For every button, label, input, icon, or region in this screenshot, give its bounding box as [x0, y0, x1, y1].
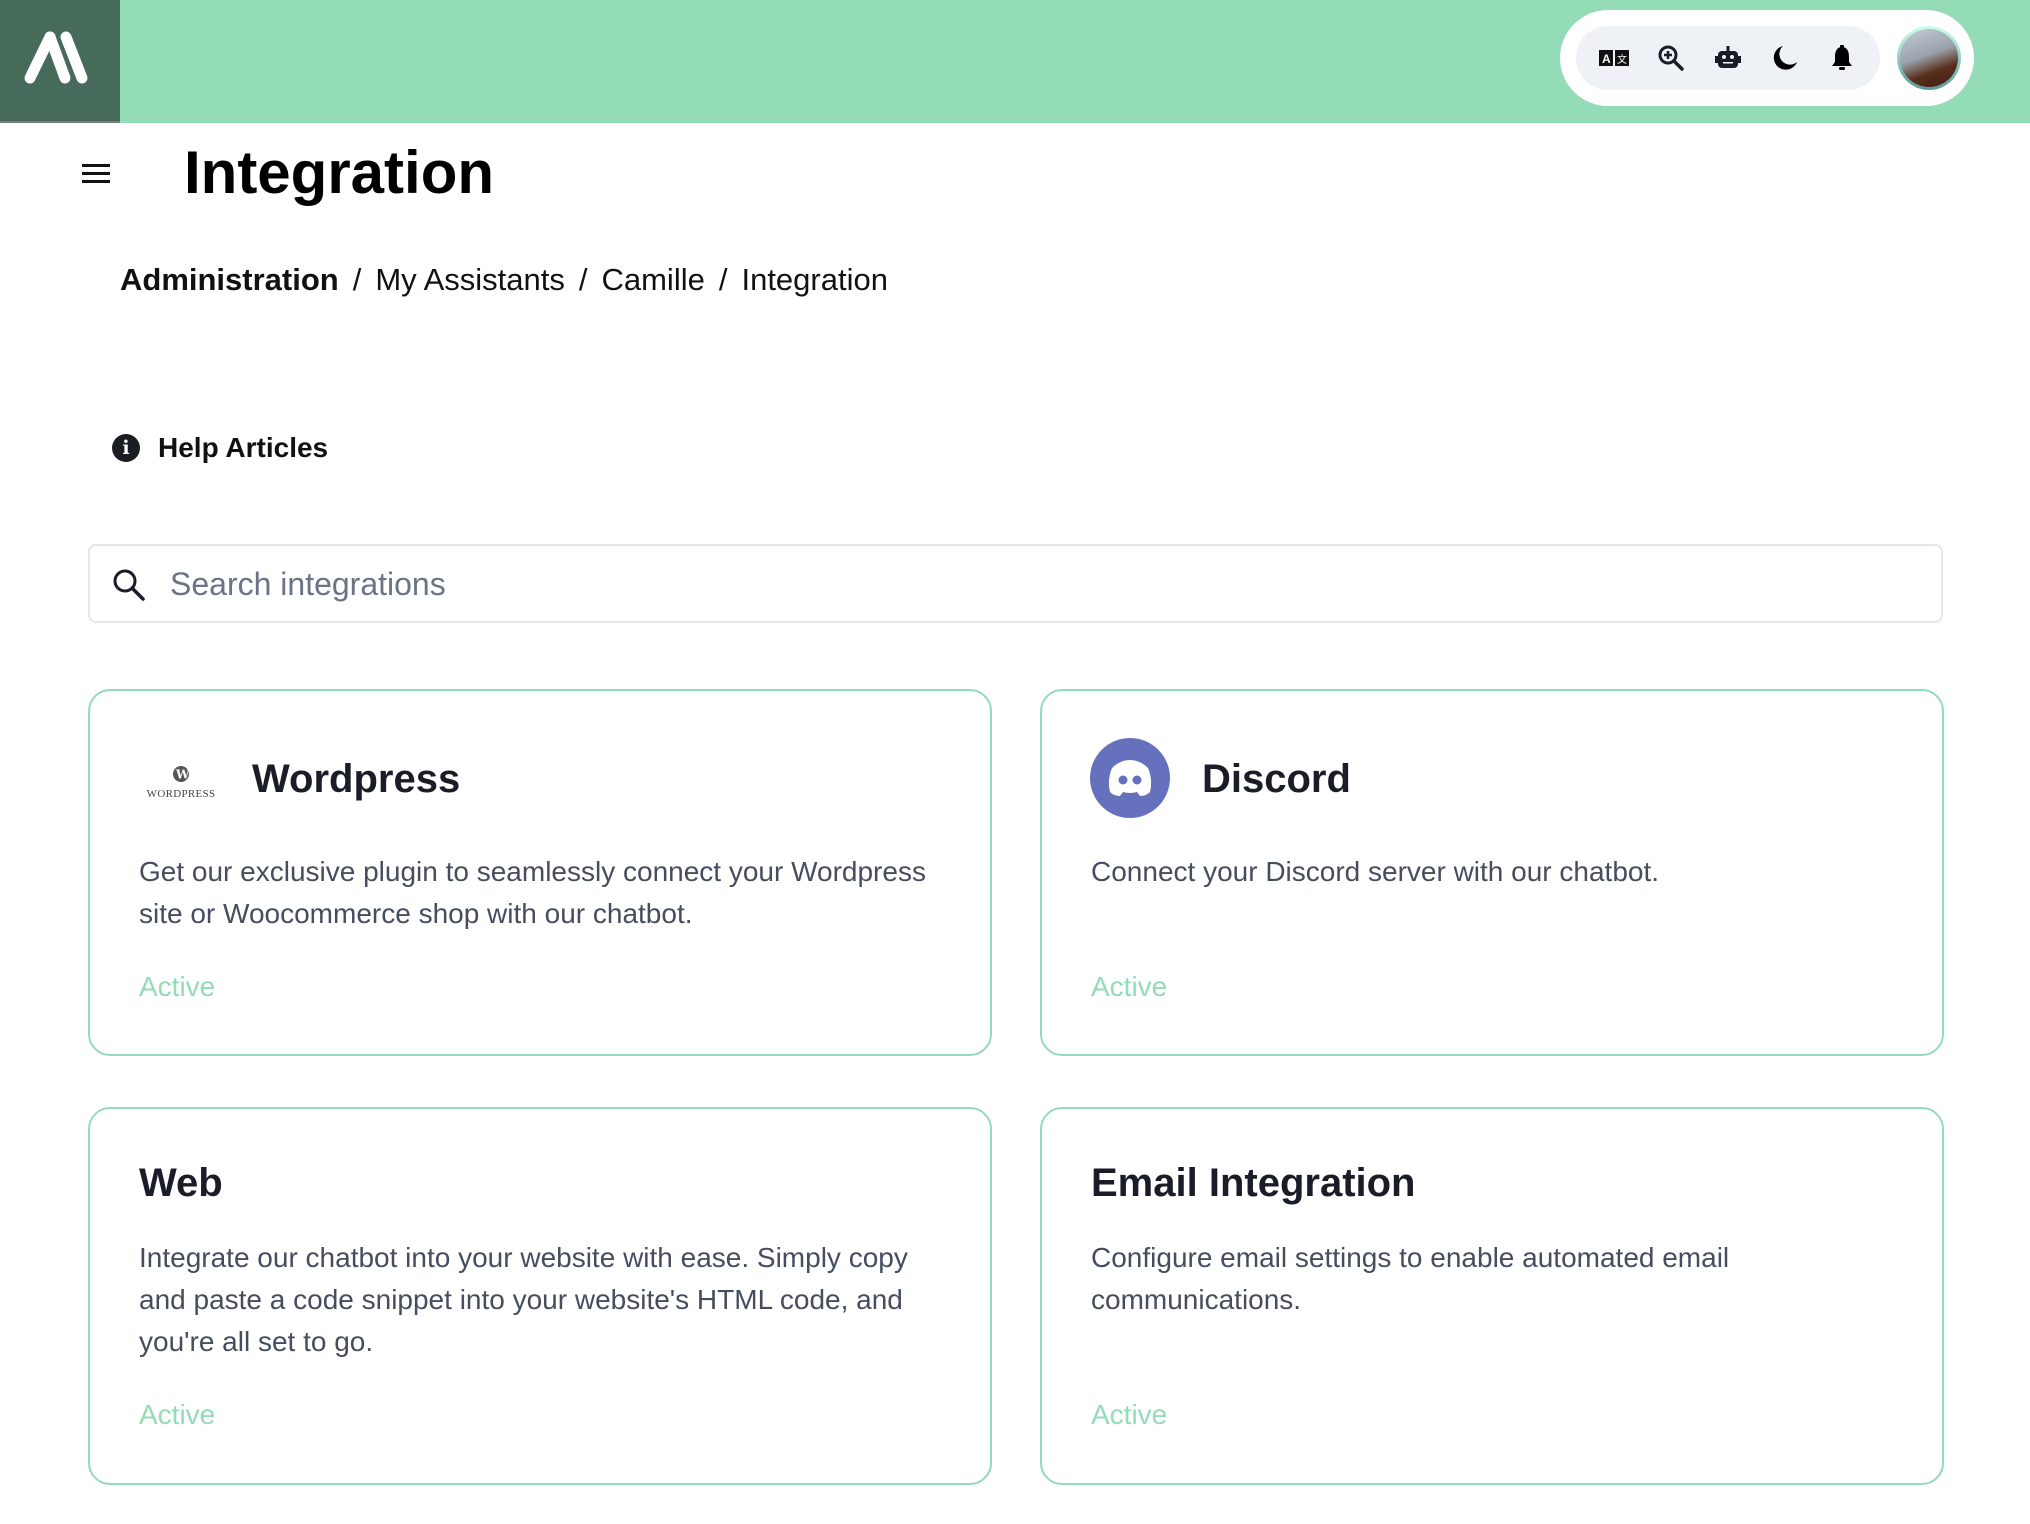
card-description: Configure email settings to enable autom…	[1091, 1242, 1730, 1315]
card-description: Get our exclusive plugin to seamlessly c…	[139, 856, 926, 929]
user-avatar[interactable]	[1897, 26, 1961, 90]
integration-card-email[interactable]: Email Integration Configure email settin…	[1040, 1107, 1944, 1485]
card-description: Integrate our chatbot into your website …	[139, 1242, 908, 1357]
wordpress-logo: W WORDPRESS	[146, 766, 216, 800]
integration-card-discord[interactable]: Discord Connect your Discord server with…	[1040, 689, 1944, 1056]
moon-icon[interactable]	[1770, 43, 1800, 73]
robot-icon[interactable]	[1713, 43, 1743, 73]
breadcrumb-administration[interactable]: Administration	[120, 262, 339, 297]
breadcrumb-integration: Integration	[741, 262, 888, 297]
bell-icon[interactable]	[1827, 43, 1857, 73]
card-title: Discord	[1202, 757, 1351, 801]
integration-card-wordpress[interactable]: W WORDPRESS Wordpress Get our exclusive …	[88, 689, 992, 1056]
zoom-in-icon[interactable]	[1656, 43, 1686, 73]
help-articles-label: Help Articles	[158, 432, 329, 463]
breadcrumb-my-assistants[interactable]: My Assistants	[375, 262, 565, 297]
menu-icon[interactable]	[82, 164, 110, 186]
info-icon: i	[112, 434, 140, 462]
card-title: Wordpress	[252, 757, 461, 801]
search-input[interactable]	[170, 560, 1870, 608]
help-articles-link[interactable]: i Help Articles	[112, 432, 328, 464]
breadcrumb: Administration / My Assistants / Camille / Int…	[120, 262, 888, 297]
app-logo[interactable]	[0, 0, 120, 123]
search-icon	[113, 569, 145, 601]
svg-text:文: 文	[1617, 53, 1627, 66]
status-badge: Active	[139, 1399, 216, 1430]
integration-card-web[interactable]: Web Integrate our chatbot into your webs…	[88, 1107, 992, 1485]
status-badge: Active	[1091, 1399, 1168, 1430]
svg-text:A: A	[1602, 52, 1611, 66]
page-title: Integration	[184, 139, 494, 206]
status-badge: Active	[139, 971, 216, 1002]
breadcrumb-camille[interactable]: Camille	[601, 262, 705, 297]
search-box	[88, 544, 1943, 623]
discord-logo	[1090, 738, 1170, 818]
card-title: Email Integration	[1091, 1161, 1416, 1205]
svg-text:W: W	[175, 768, 190, 782]
card-title: Web	[139, 1161, 223, 1205]
card-description: Connect your Discord server with our cha…	[1091, 856, 1660, 887]
status-badge: Active	[1091, 971, 1168, 1002]
